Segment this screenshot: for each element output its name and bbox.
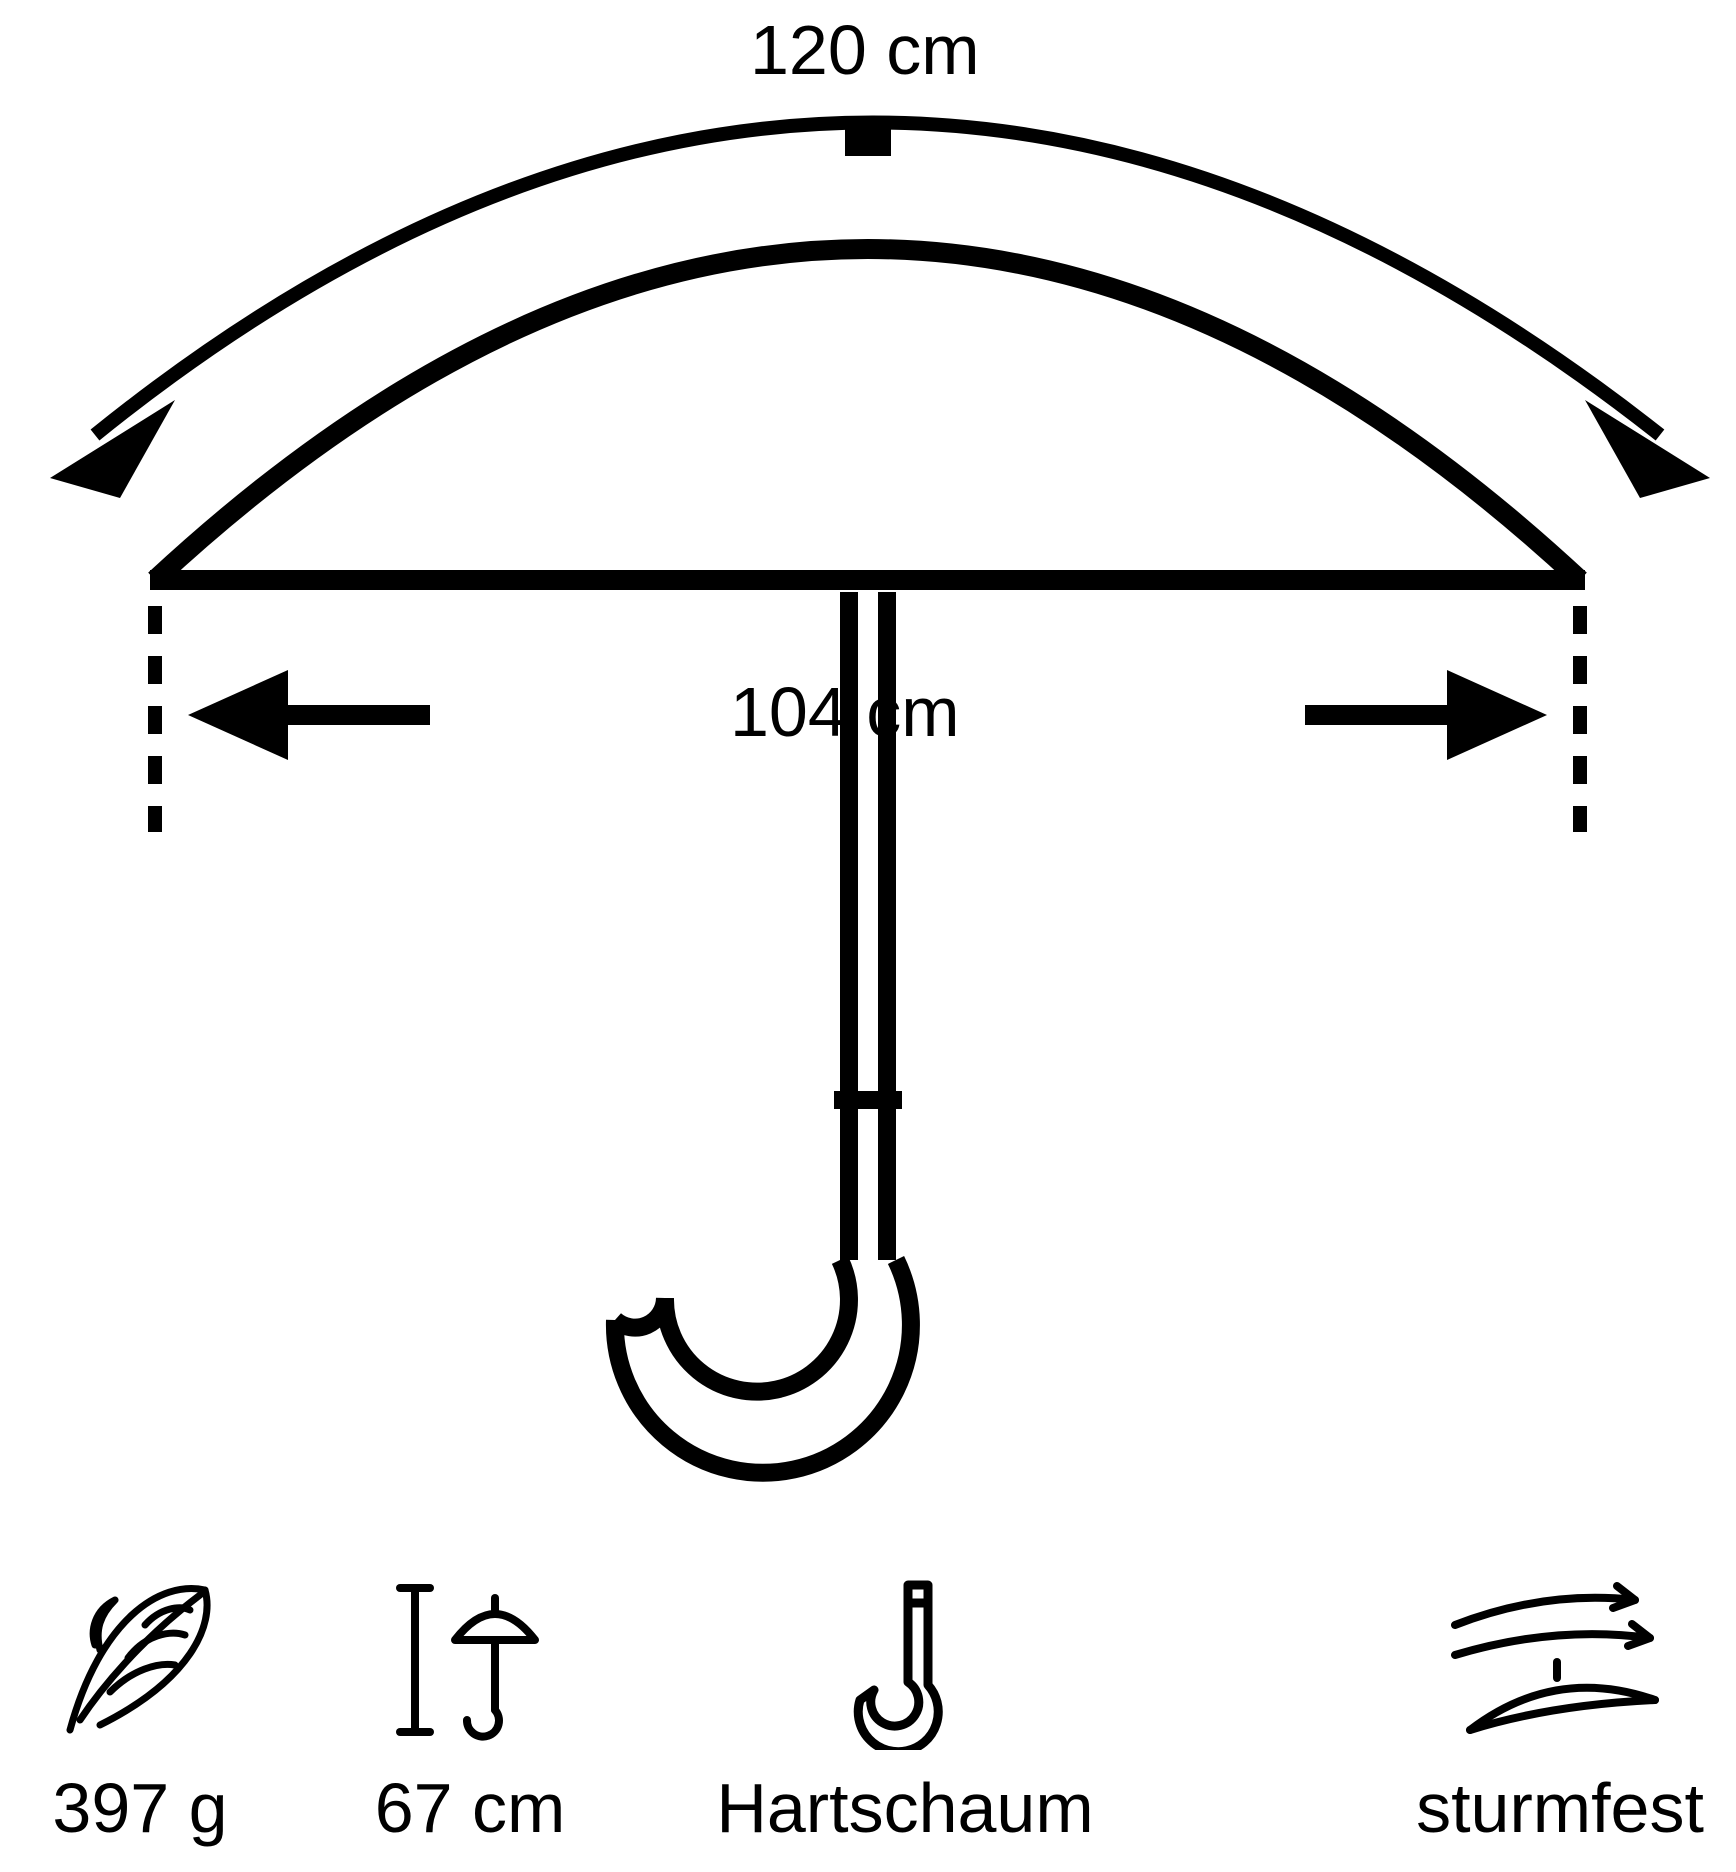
- width-span-label: 104 cm: [730, 672, 960, 752]
- wind-icon: [1435, 1570, 1685, 1750]
- arc-span-curve: [95, 123, 1660, 436]
- hook-icon: [830, 1570, 980, 1750]
- length-icon: [370, 1570, 570, 1750]
- handle-endcap: [615, 1298, 665, 1328]
- arc-span-arrow-right: [1585, 400, 1710, 498]
- umbrella-ferrule: [845, 128, 891, 156]
- umbrella-drawing: [0, 0, 1736, 1550]
- handle-outer: [615, 1260, 911, 1473]
- width-arrow-right-head: [1447, 670, 1547, 760]
- spec-weight: 397 g: [0, 1570, 280, 1848]
- spec-weight-label: 397 g: [52, 1768, 227, 1848]
- feather-icon: [40, 1570, 240, 1750]
- umbrella-spec-diagram: 120 cm: [0, 0, 1736, 1872]
- spec-wind-label: sturmfest: [1416, 1768, 1704, 1848]
- spec-handle: Hartschaum: [690, 1570, 1120, 1848]
- spec-length-label: 67 cm: [375, 1768, 566, 1848]
- spec-wind: sturmfest: [1370, 1570, 1736, 1848]
- width-arrow-left-head: [188, 670, 288, 760]
- handle-inner: [665, 1260, 849, 1392]
- spec-length: 67 cm: [330, 1570, 610, 1848]
- spec-handle-label: Hartschaum: [716, 1768, 1093, 1848]
- umbrella-canopy: [155, 249, 1580, 580]
